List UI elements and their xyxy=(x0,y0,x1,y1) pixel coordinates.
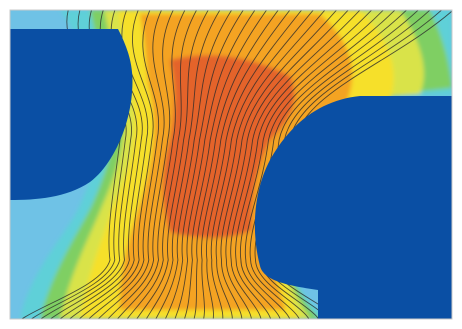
streamline xyxy=(116,10,186,319)
inner-border xyxy=(9,9,453,320)
streamline xyxy=(145,10,221,319)
streamline xyxy=(88,10,159,319)
solid-region-right xyxy=(254,96,452,319)
streamline xyxy=(230,10,361,319)
streamline xyxy=(235,10,373,319)
streamline xyxy=(174,10,256,319)
streamline xyxy=(183,10,268,319)
streamlines xyxy=(21,10,452,319)
streamline xyxy=(78,10,154,319)
streamline xyxy=(225,10,349,319)
streamline xyxy=(126,10,198,319)
streamline xyxy=(239,10,384,319)
streamline xyxy=(215,10,326,319)
streamline xyxy=(164,10,244,319)
streamline xyxy=(155,10,233,319)
solid-region-left xyxy=(10,29,133,200)
field-bands xyxy=(10,10,452,319)
streamline xyxy=(136,10,209,319)
streamline xyxy=(193,10,279,319)
streamline xyxy=(107,10,174,319)
streamline xyxy=(205,10,303,319)
streamline xyxy=(244,10,396,319)
streamline xyxy=(97,10,165,319)
streamline xyxy=(201,10,291,319)
streamline xyxy=(220,10,338,319)
streamline xyxy=(210,10,314,319)
